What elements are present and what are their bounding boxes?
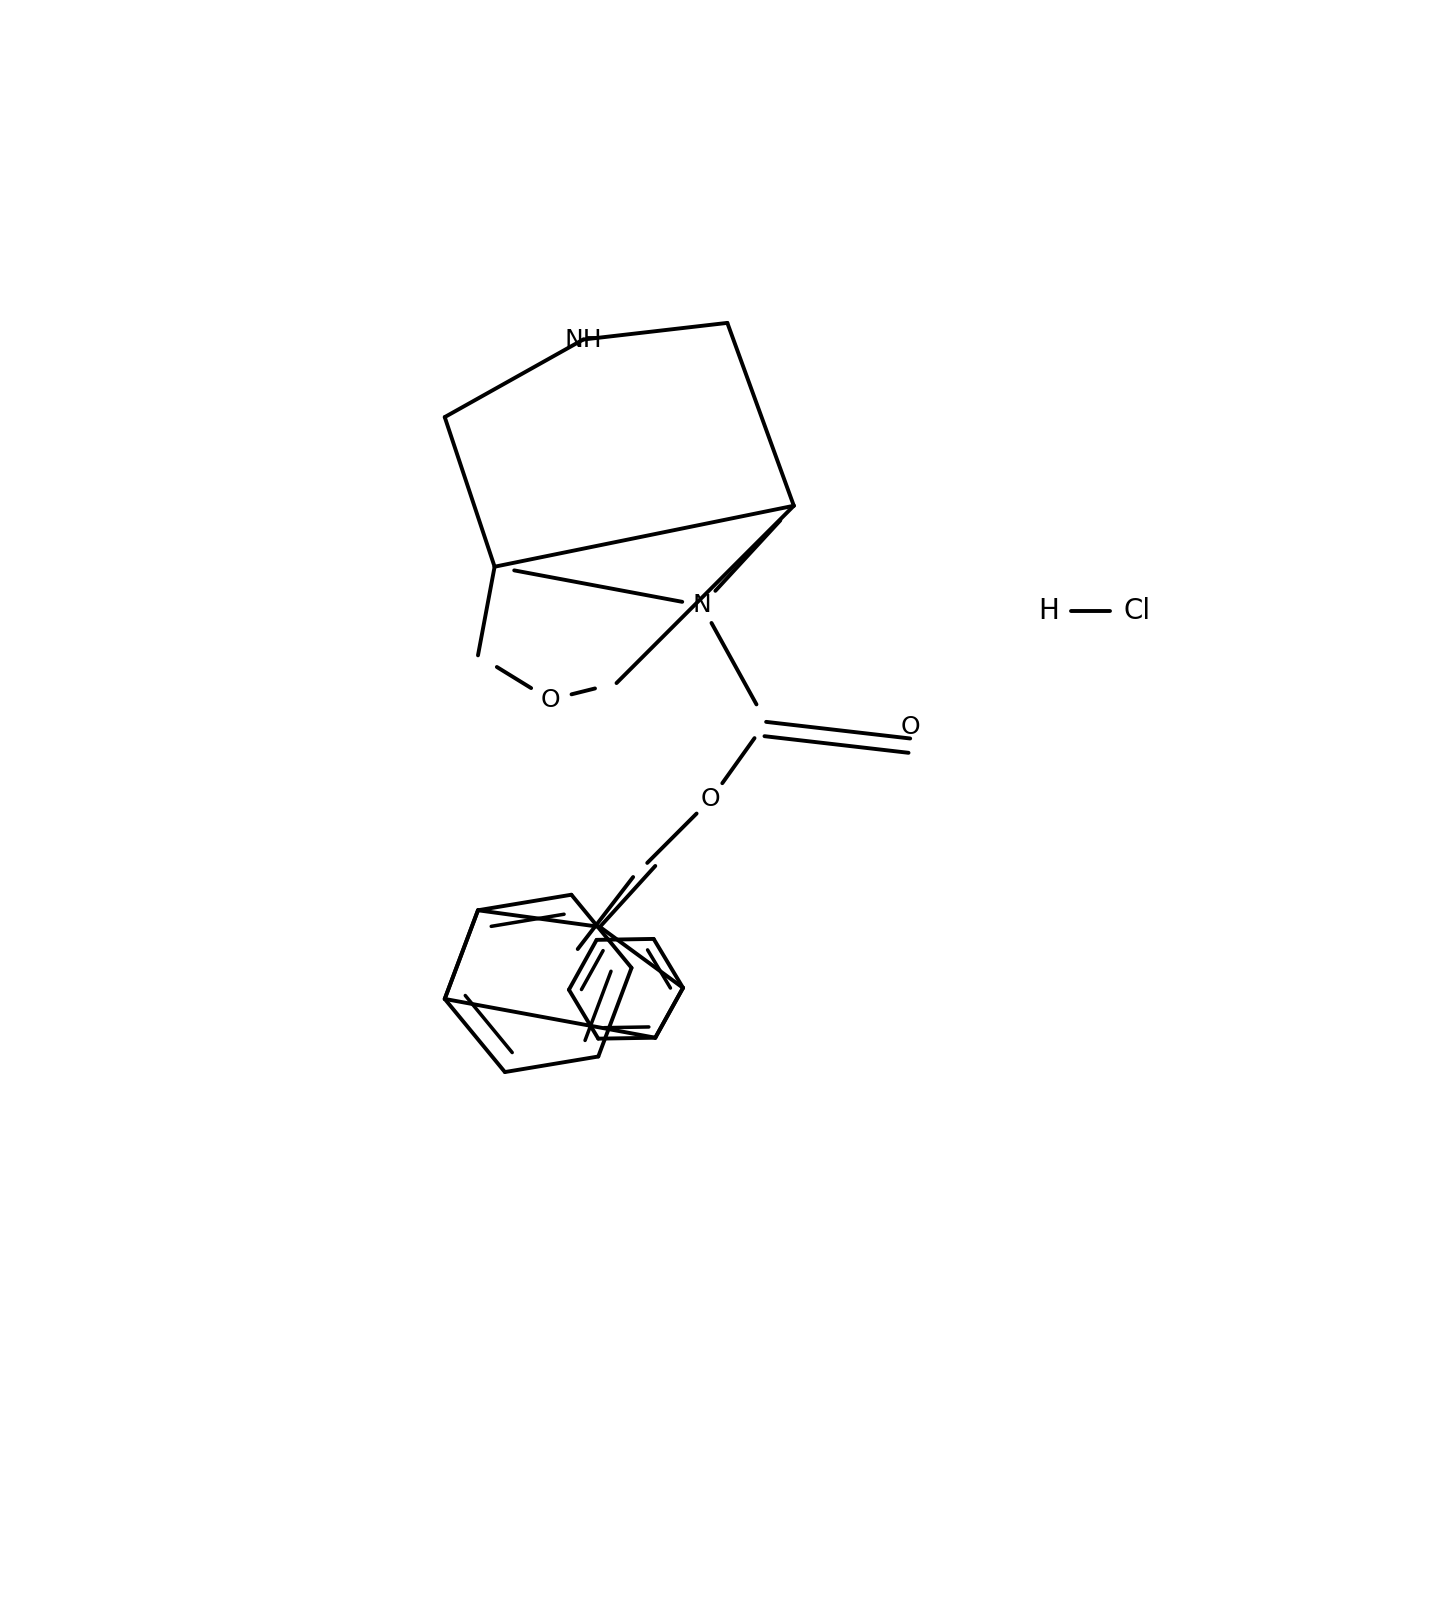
Text: O: O bbox=[901, 716, 919, 740]
Text: N: N bbox=[692, 594, 711, 618]
Text: NH: NH bbox=[565, 327, 602, 351]
Text: O: O bbox=[701, 788, 721, 812]
Text: H: H bbox=[1038, 597, 1060, 624]
Text: Cl: Cl bbox=[1124, 597, 1151, 624]
Text: O: O bbox=[541, 687, 559, 711]
